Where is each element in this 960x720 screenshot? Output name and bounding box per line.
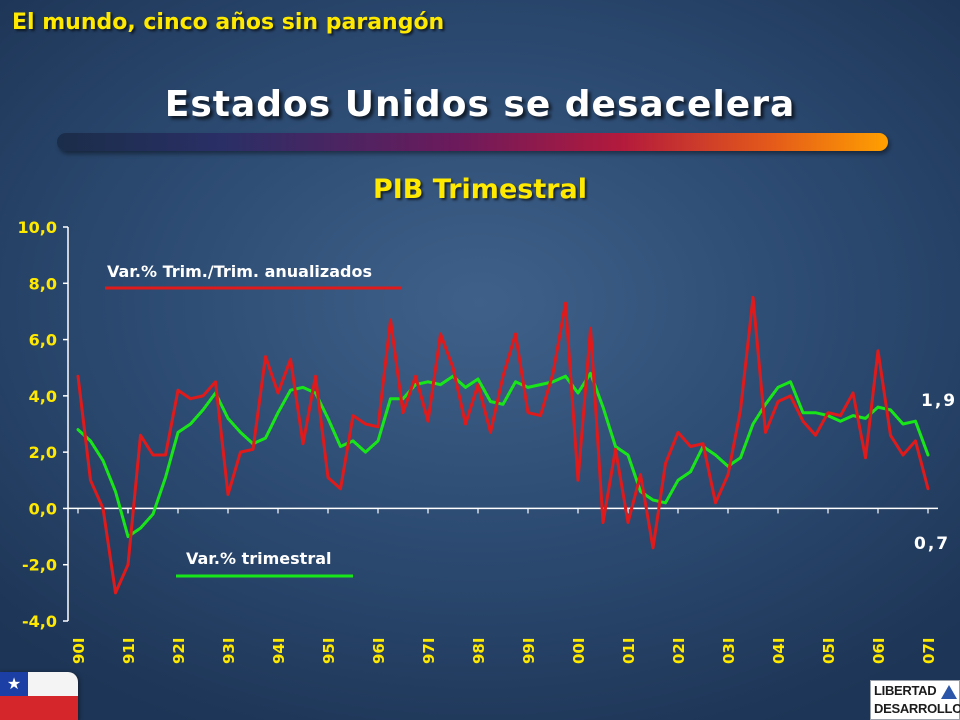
chart-title: PIB Trimestral <box>372 174 588 205</box>
x-tick-label: 93I <box>220 638 238 664</box>
header-title: El mundo, cinco años sin parangón <box>12 10 445 35</box>
title-gradient-bar <box>57 133 888 151</box>
y-tick-label: 0,0 <box>29 499 57 518</box>
x-tick-label: 02I <box>670 638 688 664</box>
y-tick-label: -4,0 <box>22 612 57 631</box>
series-line-1 <box>76 371 930 539</box>
y-tick-label: 10,0 <box>18 218 57 237</box>
chart-labels: 10,0 8,0 6,0 4,0 2,0 0,0 -2,0 -4,0 90I 91I 92I 93I 9… <box>18 218 957 664</box>
flag-star-icon: ★ <box>6 674 22 693</box>
end-label-green: 1,9 <box>921 391 957 411</box>
logo-text-line1: LIBERTAD <box>874 683 937 698</box>
y-tick-label: 4,0 <box>29 387 57 406</box>
x-tick-label: 07I <box>920 638 938 664</box>
logo-text-line2: DESARROLLO <box>874 701 960 716</box>
x-tick-label: 97I <box>420 638 438 664</box>
x-tick-label: 03I <box>720 638 738 664</box>
x-tick-label: 90I <box>70 638 88 664</box>
series-line-0 <box>76 295 930 595</box>
chart-axes <box>63 226 938 622</box>
x-tick-label: 92I <box>170 638 188 664</box>
chile-flag-icon: ★ <box>0 672 78 720</box>
slide-title: Estados Unidos se desacelera <box>164 84 796 125</box>
chart-series <box>76 295 930 595</box>
triangle-logo-icon <box>941 685 957 699</box>
x-tick-label: 98I <box>470 638 488 664</box>
x-tick-label: 91I <box>120 638 138 664</box>
y-tick-label: 8,0 <box>29 274 57 293</box>
x-tick-label: 95I <box>320 638 338 664</box>
x-tick-label: 94I <box>270 638 288 664</box>
x-tick-label: 00I <box>570 638 588 664</box>
legend-label-quarterly: Var.% trimestral <box>186 549 331 568</box>
y-tick-label: 2,0 <box>29 443 57 462</box>
y-tick-label: -2,0 <box>22 556 57 575</box>
libertad-desarrollo-logo: LIBERTAD DESARROLLO <box>870 680 960 720</box>
end-label-red: 0,7 <box>914 534 950 554</box>
x-tick-label: 06I <box>870 638 888 664</box>
y-tick-label: 6,0 <box>29 331 57 350</box>
x-tick-label: 05I <box>820 638 838 664</box>
legend-label-quarterly-annualized: Var.% Trim./Trim. anualizados <box>107 262 372 281</box>
x-tick-label: 04I <box>770 638 788 664</box>
x-tick-label: 99I <box>520 638 538 664</box>
x-tick-label: 96I <box>370 638 388 664</box>
x-tick-label: 01I <box>620 638 638 664</box>
